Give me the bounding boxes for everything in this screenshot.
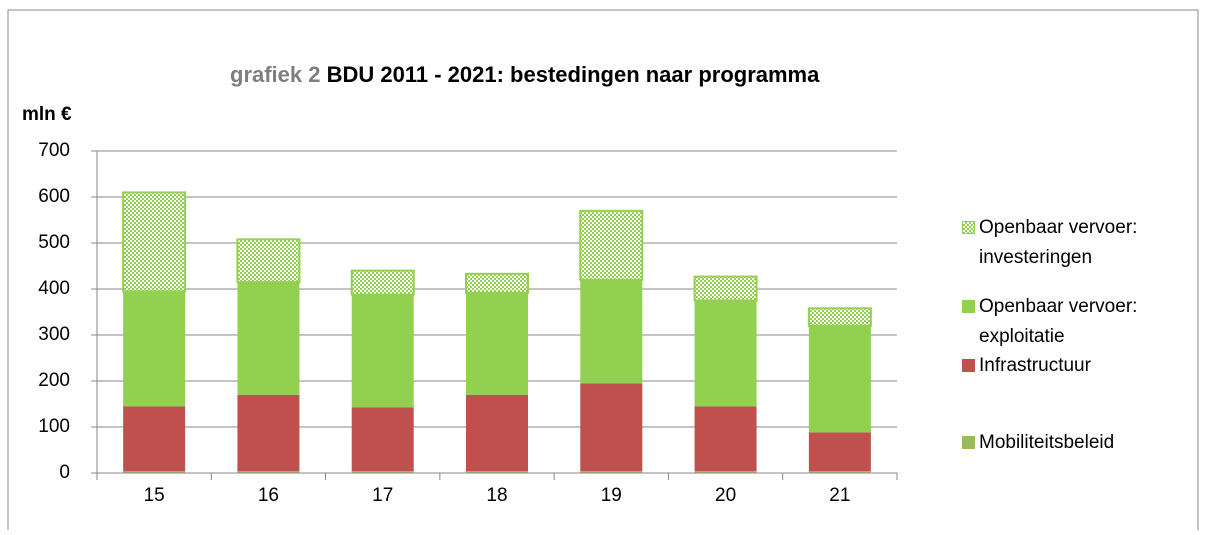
y-tick-label: 400	[38, 278, 70, 299]
y-tick-label: 700	[38, 140, 70, 161]
bar-segment	[694, 471, 757, 473]
bar-segment	[580, 383, 643, 472]
y-tick-label: 200	[38, 370, 70, 391]
bar-segment	[237, 471, 300, 473]
bar-segment	[351, 471, 414, 473]
legend-swatch	[962, 359, 975, 372]
bar-segment	[122, 191, 187, 293]
bar-segment	[351, 407, 414, 472]
legend-label: Openbaar vervoer: exploitatie	[979, 296, 1138, 347]
y-tick-label: 100	[38, 416, 70, 437]
chart-title: grafiek 2 BDU 2011 - 2021: bestedingen n…	[230, 62, 820, 87]
bar-segment	[351, 294, 414, 408]
legend-label: Openbaar vervoer: investeringen	[979, 217, 1138, 268]
x-tick-label: 19	[601, 485, 622, 506]
y-tick-label: 0	[59, 462, 70, 483]
x-tick-label: 21	[829, 485, 850, 506]
legend-swatch	[962, 436, 975, 449]
bar-segment	[123, 406, 186, 472]
x-tick-label: 18	[486, 485, 507, 506]
legend-label: Mobiliteitsbeleid	[979, 432, 1115, 453]
bar-segment	[808, 432, 871, 472]
bar-segment	[693, 275, 758, 302]
x-tick-label: 17	[372, 485, 393, 506]
bar-segment	[237, 282, 300, 395]
x-tick-label: 15	[144, 485, 165, 506]
title-main: BDU 2011 - 2021: bestedingen naar progra…	[327, 62, 820, 87]
legend-swatch	[962, 221, 975, 234]
legend-swatch	[962, 300, 975, 313]
bar-segment	[123, 471, 186, 473]
x-tick-label: 20	[715, 485, 736, 506]
bar-segment	[237, 394, 300, 472]
bar-segment	[580, 279, 643, 384]
bar-segment	[350, 269, 415, 296]
y-axis-label: mln €	[22, 104, 72, 125]
bar-segment	[580, 471, 643, 473]
bar-segment	[466, 394, 528, 472]
bar-segment	[579, 209, 644, 281]
y-tick-label: 600	[38, 186, 70, 207]
bar-segment	[466, 292, 528, 395]
bar-segment	[694, 300, 757, 407]
y-tick-label: 500	[38, 232, 70, 253]
bar-segment	[807, 307, 872, 327]
bar-segment	[808, 325, 871, 433]
title-prefix: grafiek 2	[230, 62, 321, 87]
legend-label: Infrastructuur	[979, 355, 1091, 376]
bar-segment	[123, 291, 186, 407]
y-tick-label: 300	[38, 324, 70, 345]
bar-segment	[694, 406, 757, 472]
bar-segment	[466, 471, 528, 473]
x-tick-label: 16	[258, 485, 279, 506]
bar-segment	[465, 272, 529, 294]
bar-segment	[808, 471, 871, 473]
bar-segment	[236, 238, 301, 284]
